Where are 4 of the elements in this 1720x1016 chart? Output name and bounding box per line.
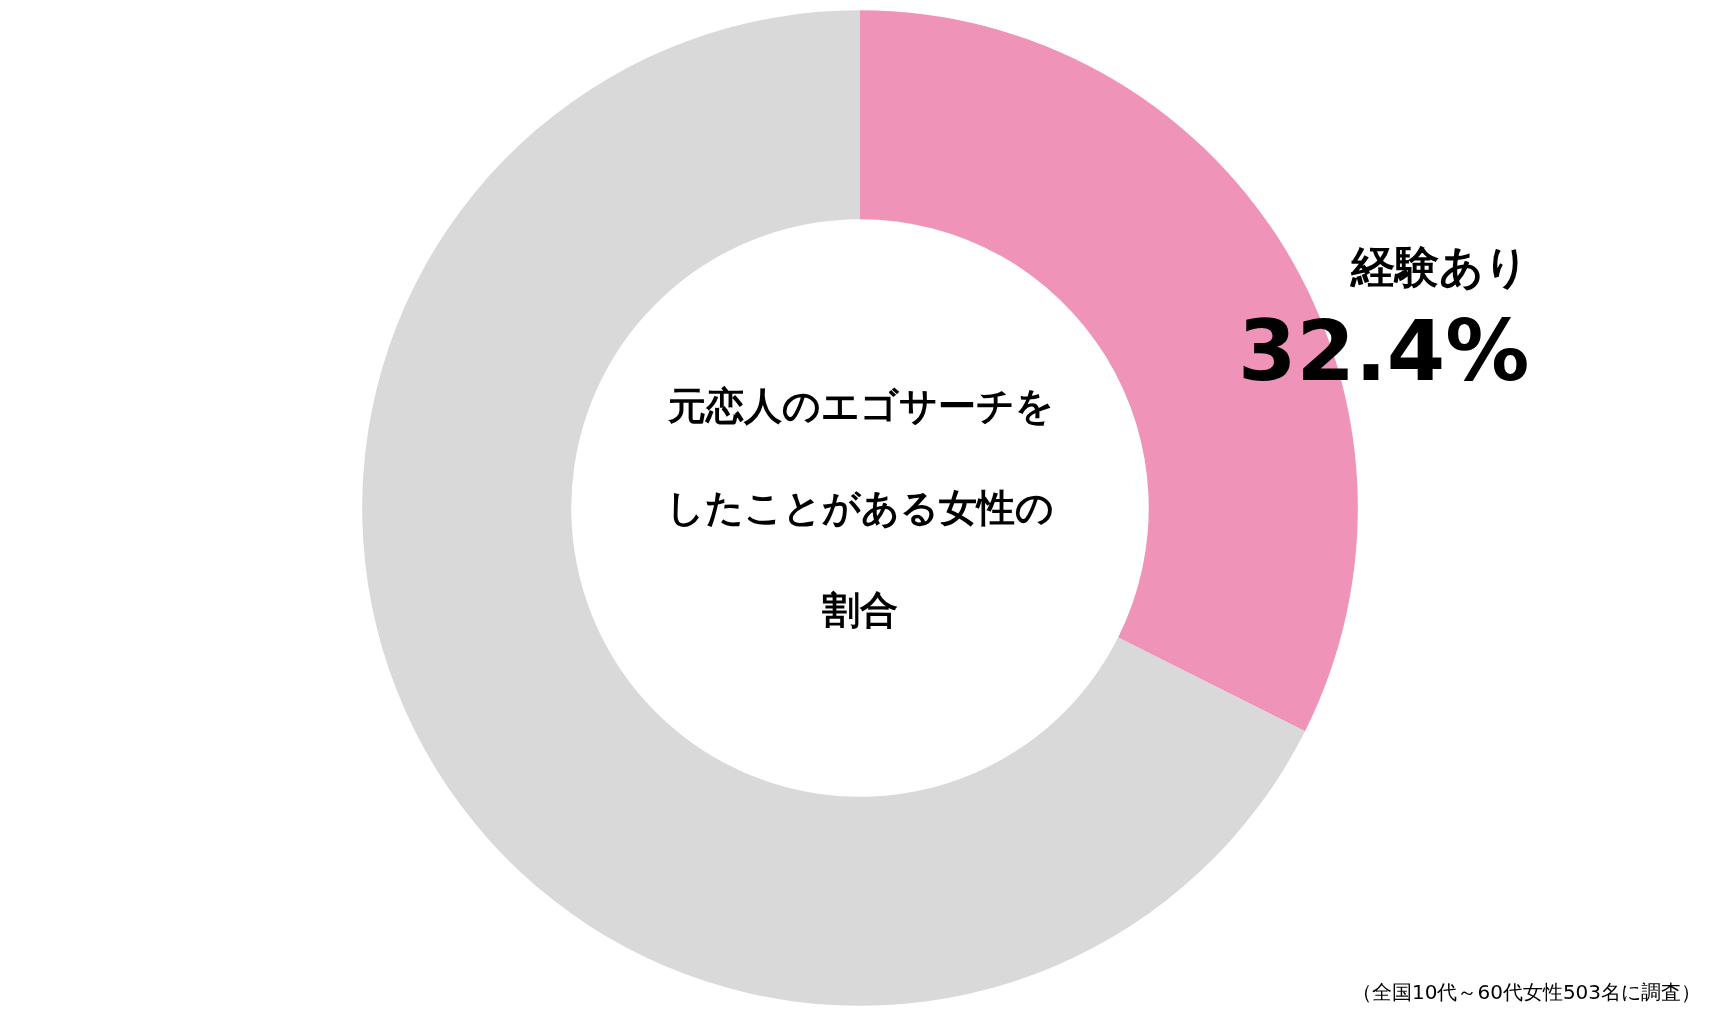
data-label: 32.4% xyxy=(1238,302,1530,400)
chart-title: 元恋人のエゴサーチをしたことがある女性の割合 xyxy=(666,384,1054,632)
text: （全国10代～60代女性503名に調査） xyxy=(1352,980,1702,1004)
slice-label: 経験あり xyxy=(1349,241,1529,292)
